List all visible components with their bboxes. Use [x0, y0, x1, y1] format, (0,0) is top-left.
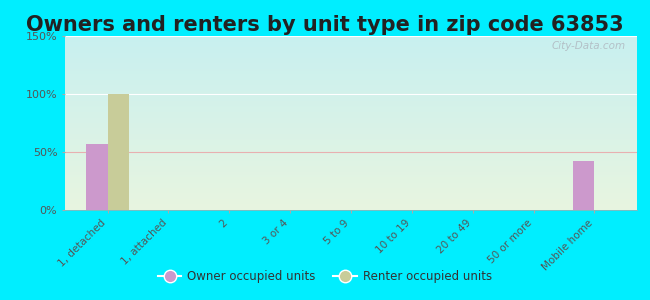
Bar	[573, 161, 594, 210]
Bar	[86, 144, 108, 210]
Text: Owners and renters by unit type in zip code 63853: Owners and renters by unit type in zip c…	[26, 15, 624, 35]
Legend: Owner occupied units, Renter occupied units: Owner occupied units, Renter occupied un…	[153, 266, 497, 288]
Bar	[108, 94, 129, 210]
Text: City-Data.com: City-Data.com	[551, 41, 625, 51]
